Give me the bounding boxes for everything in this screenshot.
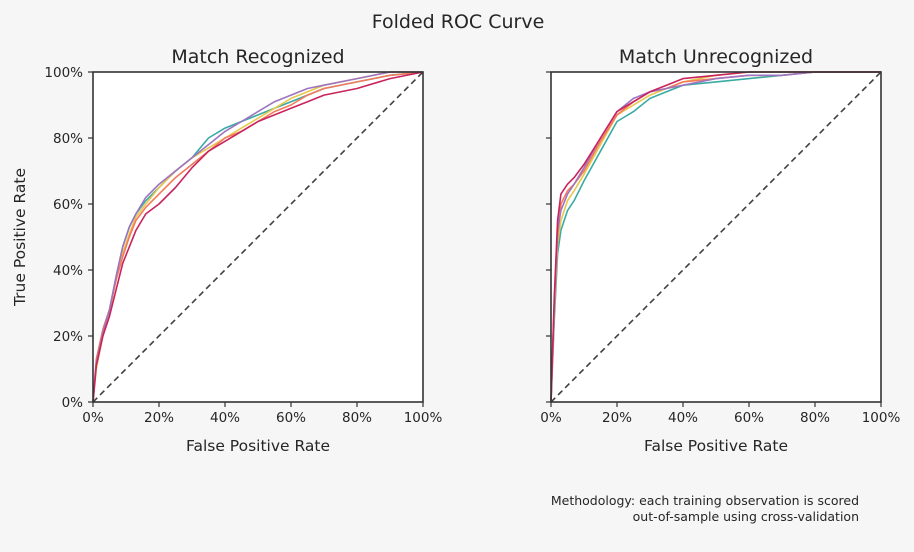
x-tick-label: 40% [210, 410, 240, 426]
x-tick-label: 40% [668, 410, 698, 426]
x-tick-label: 80% [800, 410, 830, 426]
plot-frame [92, 71, 424, 403]
reference-diagonal-line [550, 71, 882, 403]
x-tick-label: 0% [540, 410, 562, 426]
y-tick-label: 40% [53, 263, 83, 279]
y-tick-label: 80% [53, 131, 83, 147]
chart-title: Match Recognized [171, 46, 344, 68]
plot-frame [550, 71, 882, 403]
figure-suptitle: Folded ROC Curve [372, 11, 545, 33]
y-tick-label: 0% [62, 395, 84, 411]
roc-line-fold-5 [92, 71, 424, 403]
y-tick-label: 100% [44, 65, 83, 81]
x-tick-label: 80% [342, 410, 372, 426]
x-tick-label: 60% [734, 410, 764, 426]
y-tick-label: 20% [53, 329, 83, 345]
roc-line-fold-4 [550, 71, 881, 403]
methodology-note-line1: Methodology: each training observation i… [550, 493, 859, 508]
x-axis-label: False Positive Rate [186, 437, 330, 455]
y-axis-label: True Positive Rate [11, 168, 29, 307]
x-tick-label: 100% [404, 410, 443, 426]
x-tick-label: 20% [144, 410, 174, 426]
panel-match-recognized: 0% 20% 40% 60% 80% 100% 0% 20% 40% 60% 80% 100% Matc… [11, 46, 442, 455]
x-tick-label: 100% [862, 410, 901, 426]
x-tick-label: 0% [82, 410, 104, 426]
chart-title: Match Unrecognized [619, 46, 813, 68]
x-tick-label: 60% [276, 410, 306, 426]
roc-line-fold-1 [550, 71, 881, 403]
x-tick-label: 20% [602, 410, 632, 426]
panel-match-unrecognized: 0% 20% 40% 60% 80% 100% Match Unrecognized Fals… [540, 46, 900, 455]
roc-line-fold-4 [92, 71, 423, 403]
methodology-note-line2: out-of-sample using cross-validation [632, 509, 859, 524]
x-axis-label: False Positive Rate [644, 437, 788, 455]
methodology-note: Methodology: each training observation i… [500, 493, 859, 525]
reference-diagonal-line [92, 71, 424, 403]
y-tick-label: 60% [53, 197, 83, 213]
